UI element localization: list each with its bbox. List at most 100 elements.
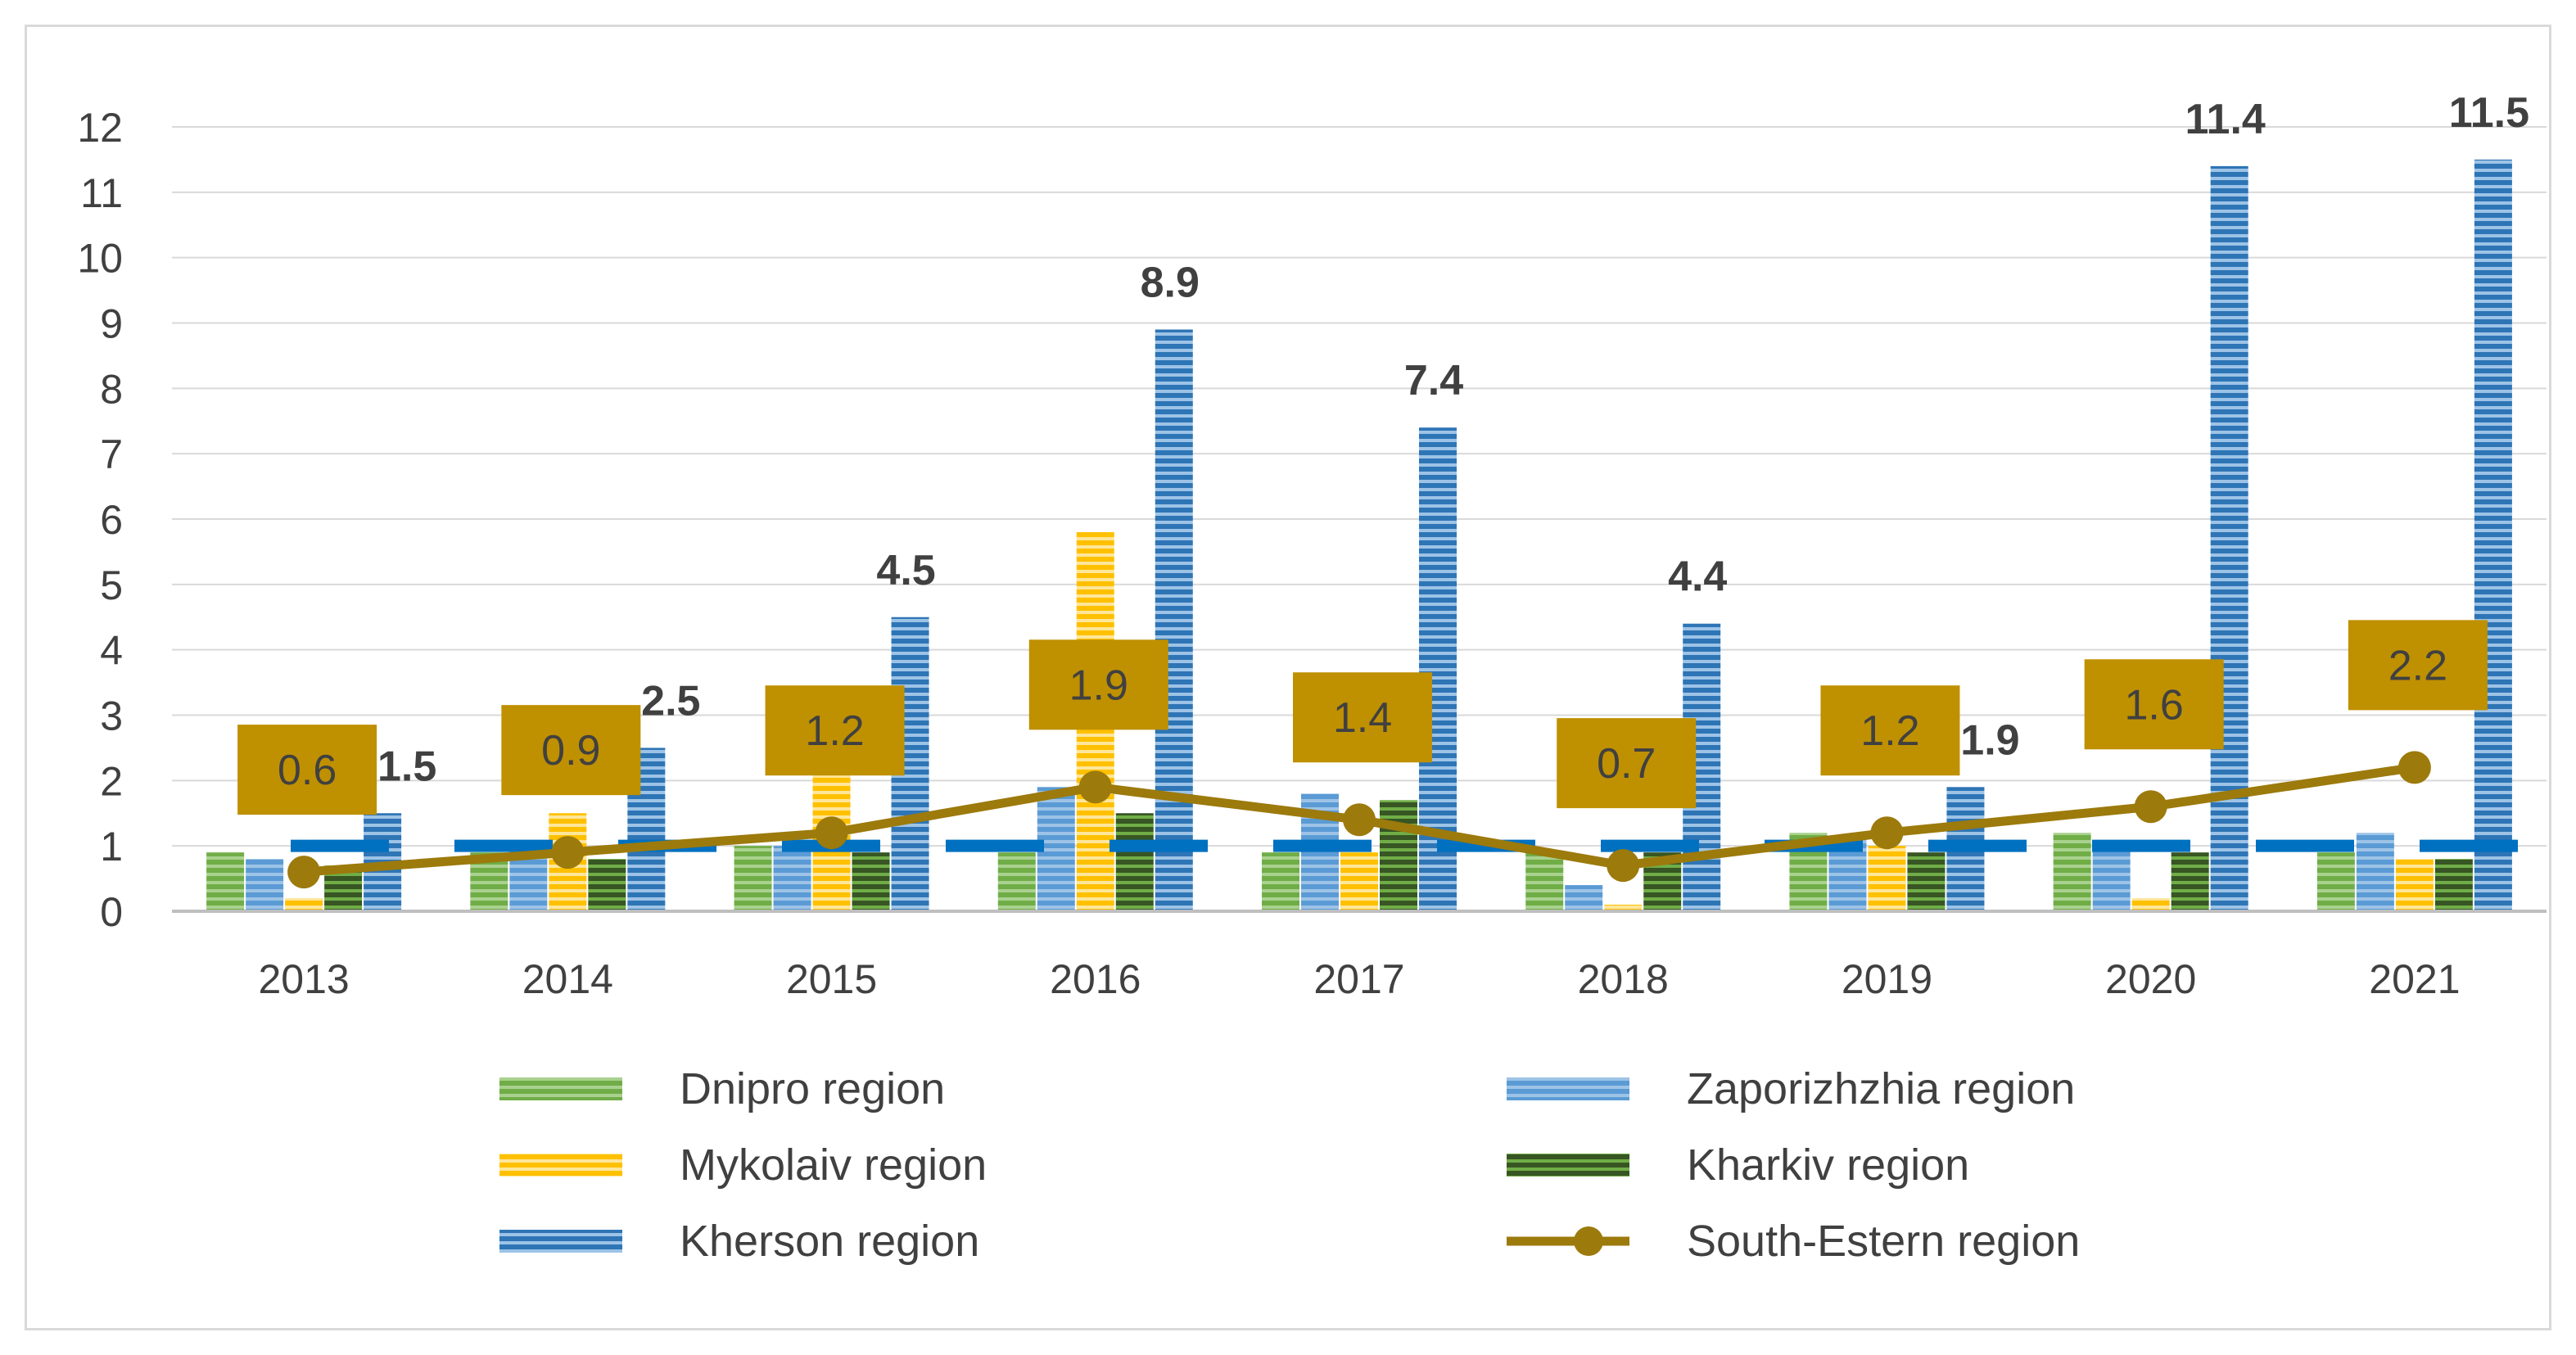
x-tick-label-2019: 2019 bbox=[1842, 956, 1932, 1002]
chart-frame bbox=[25, 25, 2551, 1330]
avg-label-2014: 0.9 bbox=[541, 727, 600, 775]
legend-marker-south-estern-region bbox=[1574, 1226, 1603, 1256]
legend-swatch-dnipro-region bbox=[499, 1077, 622, 1100]
bar-mykolaiv-region-2020 bbox=[2131, 898, 2170, 911]
data-label-kherson-region-2020: 11.4 bbox=[2185, 96, 2265, 143]
y-tick-label-6: 6 bbox=[100, 497, 123, 543]
legend-label-mykolaiv-region: Mykolaiv region bbox=[680, 1140, 987, 1190]
bar-kharkiv-region-2015 bbox=[852, 852, 890, 911]
avg-label-2013: 0.6 bbox=[278, 747, 337, 794]
avg-label-box-2018 bbox=[1557, 718, 1697, 809]
legend-label-zaporizhzhia-region: Zaporizhzhia region bbox=[1687, 1064, 2075, 1113]
x-tick-label-2021: 2021 bbox=[2369, 956, 2460, 1002]
avg-label-2017: 1.4 bbox=[1333, 694, 1392, 742]
bar-dnipro-region-2018 bbox=[1525, 852, 1564, 911]
point-south-estern-region-2017 bbox=[1343, 803, 1376, 837]
data-label-kherson-region-2018: 4.4 bbox=[1668, 553, 1727, 601]
bar-zaporizhzhia-region-2015 bbox=[773, 846, 811, 911]
bar-dnipro-region-2021 bbox=[2316, 852, 2355, 911]
legend-swatch-kherson-region bbox=[499, 1230, 622, 1253]
legend-label-south-estern-region: South-Estern region bbox=[1687, 1217, 2080, 1266]
point-south-estern-region-2015 bbox=[815, 816, 848, 850]
point-south-estern-region-2013 bbox=[287, 856, 321, 889]
bar-mykolaiv-region-2017 bbox=[1340, 852, 1378, 911]
bar-zaporizhzhia-region-2018 bbox=[1565, 885, 1603, 911]
data-label-kherson-region-2014: 2.5 bbox=[641, 677, 700, 725]
point-south-estern-region-2021 bbox=[2397, 751, 2431, 784]
x-tick-label-2016: 2016 bbox=[1050, 956, 1141, 1002]
bar-zaporizhzhia-region-2021 bbox=[2356, 833, 2394, 911]
point-south-estern-region-2019 bbox=[1870, 816, 1904, 850]
bar-kherson-region-2016 bbox=[1155, 329, 1193, 911]
legend-swatch-kharkiv-region bbox=[1507, 1154, 1629, 1177]
avg-label-2018: 0.7 bbox=[1597, 740, 1656, 788]
y-tick-label-1: 1 bbox=[100, 824, 123, 869]
y-tick-label-9: 9 bbox=[100, 301, 123, 347]
legend-label-kharkiv-region: Kharkiv region bbox=[1687, 1140, 1969, 1190]
avg-label-box-2015 bbox=[765, 685, 905, 776]
data-label-kherson-region-2016: 8.9 bbox=[1141, 259, 1200, 306]
y-tick-label-5: 5 bbox=[100, 562, 123, 608]
avg-label-box-2013 bbox=[237, 725, 377, 815]
bar-kharkiv-region-2014 bbox=[588, 859, 626, 911]
bar-zaporizhzhia-region-2013 bbox=[246, 859, 284, 911]
point-south-estern-region-2020 bbox=[2134, 790, 2167, 824]
legend-swatch-mykolaiv-region bbox=[499, 1154, 622, 1177]
bar-dnipro-region-2013 bbox=[206, 852, 245, 911]
bar-kharkiv-region-2016 bbox=[1115, 813, 1154, 911]
x-tick-label-2013: 2013 bbox=[258, 956, 349, 1002]
bar-mykolaiv-region-2013 bbox=[285, 898, 323, 911]
y-tick-label-8: 8 bbox=[100, 366, 123, 412]
legend-label-kherson-region: Kherson region bbox=[680, 1217, 979, 1266]
bar-dnipro-region-2017 bbox=[1262, 852, 1299, 911]
bar-dnipro-region-2020 bbox=[2053, 833, 2091, 911]
data-label-kherson-region-2021: 11.5 bbox=[2449, 89, 2529, 137]
data-label-kherson-region-2015: 4.5 bbox=[876, 547, 935, 594]
avg-label-2015: 1.2 bbox=[805, 707, 864, 755]
bar-mykolaiv-region-2018 bbox=[1604, 905, 1643, 911]
x-tick-label-2018: 2018 bbox=[1578, 956, 1669, 1002]
avg-label-2020: 1.6 bbox=[2125, 681, 2184, 729]
avg-label-box-2017 bbox=[1293, 672, 1432, 763]
point-south-estern-region-2014 bbox=[551, 836, 585, 869]
bar-kharkiv-region-2019 bbox=[1907, 852, 1946, 911]
avg-label-box-2019 bbox=[1820, 685, 1960, 776]
legend-label-dnipro-region: Dnipro region bbox=[680, 1064, 945, 1113]
y-tick-label-7: 7 bbox=[100, 431, 123, 477]
avg-label-2016: 1.9 bbox=[1069, 662, 1128, 709]
avg-label-box-2021 bbox=[2348, 620, 2488, 711]
x-tick-label-2020: 2020 bbox=[2105, 956, 2196, 1002]
point-south-estern-region-2018 bbox=[1607, 849, 1640, 883]
y-tick-label-0: 0 bbox=[100, 889, 123, 935]
avg-label-box-2014 bbox=[501, 705, 641, 796]
bar-dnipro-region-2016 bbox=[997, 852, 1036, 911]
data-label-kherson-region-2017: 7.4 bbox=[1404, 357, 1463, 404]
y-tick-label-4: 4 bbox=[100, 628, 123, 674]
data-label-kherson-region-2013: 1.5 bbox=[377, 743, 436, 790]
y-tick-label-10: 10 bbox=[77, 236, 123, 282]
bar-kharkiv-region-2020 bbox=[2171, 852, 2209, 911]
y-tick-label-12: 12 bbox=[77, 105, 123, 151]
y-tick-label-2: 2 bbox=[100, 758, 123, 804]
point-south-estern-region-2016 bbox=[1078, 770, 1112, 804]
bar-mykolaiv-region-2021 bbox=[2395, 859, 2434, 911]
y-tick-label-3: 3 bbox=[100, 693, 123, 739]
bar-kharkiv-region-2021 bbox=[2434, 859, 2473, 911]
legend-swatch-zaporizhzhia-region bbox=[1507, 1077, 1629, 1100]
bar-dnipro-region-2015 bbox=[734, 846, 772, 911]
data-label-kherson-region-2019: 1.9 bbox=[1960, 716, 2019, 764]
bar-mykolaiv-region-2019 bbox=[1868, 846, 1906, 911]
bar-kherson-region-2020 bbox=[2210, 165, 2248, 911]
avg-label-2021: 2.2 bbox=[2388, 642, 2447, 689]
bar-kherson-region-2021 bbox=[2474, 159, 2512, 911]
x-tick-label-2017: 2017 bbox=[1313, 956, 1404, 1002]
bar-kharkiv-region-2017 bbox=[1380, 800, 1417, 911]
avg-label-2019: 1.2 bbox=[1860, 707, 1919, 755]
avg-label-box-2016 bbox=[1028, 639, 1168, 730]
x-tick-label-2014: 2014 bbox=[522, 956, 613, 1002]
y-tick-label-11: 11 bbox=[80, 170, 123, 216]
avg-label-box-2020 bbox=[2084, 659, 2224, 750]
bar-zaporizhzhia-region-2020 bbox=[2092, 846, 2131, 911]
x-tick-label-2015: 2015 bbox=[786, 956, 877, 1002]
